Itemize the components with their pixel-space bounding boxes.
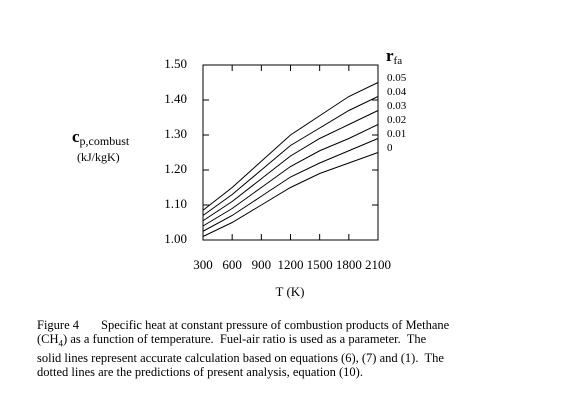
caption-line: (CH4) as a function of temperature. Fuel…	[37, 332, 557, 351]
series-label: 0.01	[387, 128, 406, 140]
caption-label: Figure 4	[37, 318, 80, 332]
caption-line: Figure 4 Specific heat at constant pressu…	[37, 318, 557, 332]
legend-title: rfa	[386, 46, 402, 67]
series-line	[202, 124, 379, 227]
x-tick-label: 1200	[278, 257, 304, 272]
series-line	[202, 96, 379, 216]
caption-line: dotted lines are the predictions of pres…	[37, 364, 363, 379]
series-line	[202, 138, 379, 232]
y-axis-symbol: c	[72, 127, 80, 146]
x-tick-label: 2100	[365, 257, 391, 272]
y-tick-label: 1.50	[164, 56, 187, 71]
x-axis-label: T (K)	[275, 284, 304, 299]
y-tick-label: 1.10	[164, 196, 187, 211]
x-tick-label: 1800	[336, 257, 362, 272]
y-tick-label: 1.30	[164, 126, 187, 141]
x-tick-label: 600	[222, 257, 242, 272]
y-axis-units: (kJ/kgK)	[77, 150, 120, 164]
caption-text: Specific heat at constant pressure of co…	[101, 318, 450, 332]
plot-frame	[202, 64, 379, 241]
series-line	[202, 152, 379, 237]
caption-subscript: 4	[58, 338, 64, 349]
series-label: 0.02	[387, 114, 406, 126]
y-tick-label: 1.40	[164, 91, 187, 106]
series-label: 0.03	[387, 100, 407, 112]
y-axis-label: cp,combust	[72, 127, 130, 148]
caption-text: ) as a function of temperature. Fuel-air…	[63, 332, 427, 346]
caption-line: solid lines represent accurate calculati…	[37, 350, 444, 365]
caption: Figure 4 Specific heat at constant pressu…	[37, 318, 557, 379]
legend-symbol: r	[386, 46, 394, 65]
y-axis-subscript: p,combust	[80, 134, 130, 148]
series-line	[202, 110, 379, 222]
series-label: 0.04	[387, 86, 407, 98]
series-line	[202, 82, 379, 211]
x-tick-label: 900	[252, 257, 272, 272]
caption-text: (CH	[37, 332, 59, 346]
y-tick-label: 1.20	[164, 161, 187, 176]
x-tick-label: 1500	[307, 257, 333, 272]
legend-subscript: fa	[394, 55, 403, 67]
y-tick-label: 1.00	[164, 231, 187, 246]
chart: cp,combust (kJ/kgK) rfa T (K) 1.00 1.10 1.…	[72, 46, 407, 299]
x-tick-label: 300	[193, 257, 213, 272]
series-label: 0.05	[387, 72, 407, 84]
series-label: 0	[387, 142, 393, 154]
